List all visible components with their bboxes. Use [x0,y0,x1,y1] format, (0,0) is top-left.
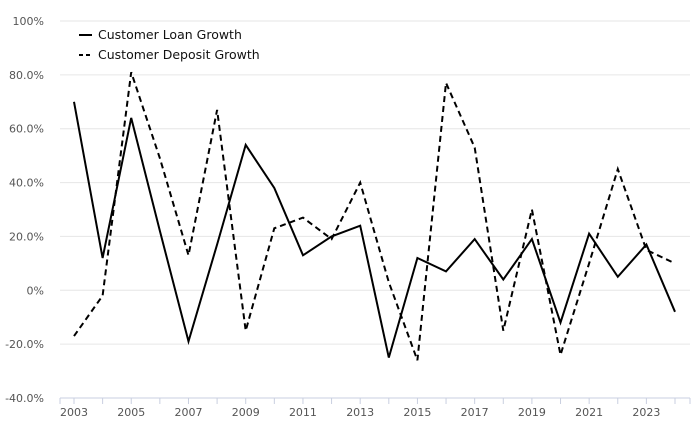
deposit-growth-line [73,71,676,361]
series-lines [73,71,676,361]
y-tick-label: 100% [13,15,44,28]
x-tick-label: 2009 [232,406,260,419]
y-tick-label: 80.0% [9,69,44,82]
legend-label: Customer Deposit Growth [98,47,260,62]
y-tick-label: -40.0% [5,392,44,405]
loan-growth-line [73,101,676,358]
y-tick-label: 40.0% [9,177,44,190]
x-tick-label: 2019 [518,406,546,419]
y-tick-label: -20.0% [5,338,44,351]
x-axis: 2003 2005 2007 2009 2011 2013 2015 2017 2019 2021… [59,397,691,419]
x-tick-label: 2007 [174,406,202,419]
x-tick-label: 2021 [575,406,603,419]
legend: Customer Loan Growth Customer Deposit Gro… [79,27,260,62]
y-tick-label: 0% [27,284,44,297]
x-tick-label: 2011 [289,406,317,419]
y-axis-tick-labels: 100% 80.0% 60.0% 40.0% 20.0% 0% -20.0% -40.0% [5,15,44,405]
legend-label: Customer Loan Growth [98,27,242,42]
x-tick-label: 2015 [403,406,431,419]
x-tick-label: 2013 [346,406,374,419]
x-tick-label: 2003 [60,406,88,419]
x-tick-label: 2005 [117,406,145,419]
y-tick-label: 20.0% [9,230,44,243]
x-tick-label: 2023 [632,406,660,419]
y-tick-label: 60.0% [9,123,44,136]
x-tick-label: 2017 [461,406,489,419]
